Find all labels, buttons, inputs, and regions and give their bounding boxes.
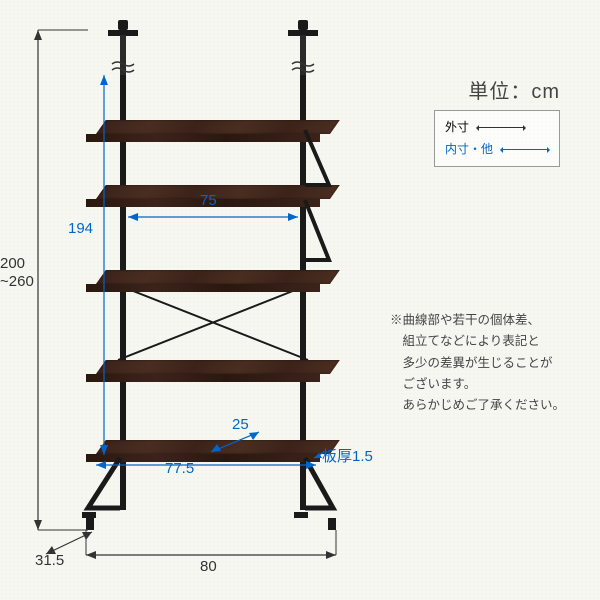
note-line: 組立てなどにより表記と xyxy=(390,331,570,352)
legend-inner-sample xyxy=(501,149,549,150)
dim-inner-height-line xyxy=(96,75,112,455)
tension-knob-left xyxy=(118,20,128,30)
rear-bracket-1 xyxy=(305,130,335,190)
note-line: 多少の差異が生じることが xyxy=(390,353,570,374)
legend-box: 外寸 内寸・他 xyxy=(434,110,560,167)
foot-back-left xyxy=(294,512,308,518)
disclaimer-note: ※曲線部や若干の個体差、 組立てなどにより表記と 多少の差異が生じることが ござ… xyxy=(390,310,570,416)
break-mark-right xyxy=(292,60,314,74)
unit-title: 単位：cm xyxy=(468,75,560,104)
note-line: あらかじめご了承ください。 xyxy=(390,395,570,416)
dim-shelf-inner-line xyxy=(128,210,298,224)
dim-thickness-arrow xyxy=(312,448,326,462)
note-line: ございます。 xyxy=(390,374,570,395)
adjuster-right xyxy=(328,518,336,530)
shelf-3 xyxy=(96,270,330,284)
rear-bracket-2 xyxy=(305,200,335,265)
break-mark-left xyxy=(112,60,134,74)
legend-row-inner: 内寸・他 xyxy=(445,139,549,161)
shelf-1 xyxy=(96,120,330,134)
note-line: ※曲線部や若干の個体差、 xyxy=(390,310,570,331)
dim-shelf-full-line xyxy=(96,458,316,472)
legend-outer-sample xyxy=(477,127,525,128)
technical-drawing: 200 ~260 80 31.5 194 75 xyxy=(0,0,600,600)
tension-knob-right xyxy=(298,20,308,30)
legend-inner-label: 内寸・他 xyxy=(445,139,493,161)
shelf-4 xyxy=(96,360,330,374)
legend-row-outer: 外寸 xyxy=(445,117,549,139)
cross-brace xyxy=(118,285,308,360)
legend-outer-label: 外寸 xyxy=(445,117,469,139)
